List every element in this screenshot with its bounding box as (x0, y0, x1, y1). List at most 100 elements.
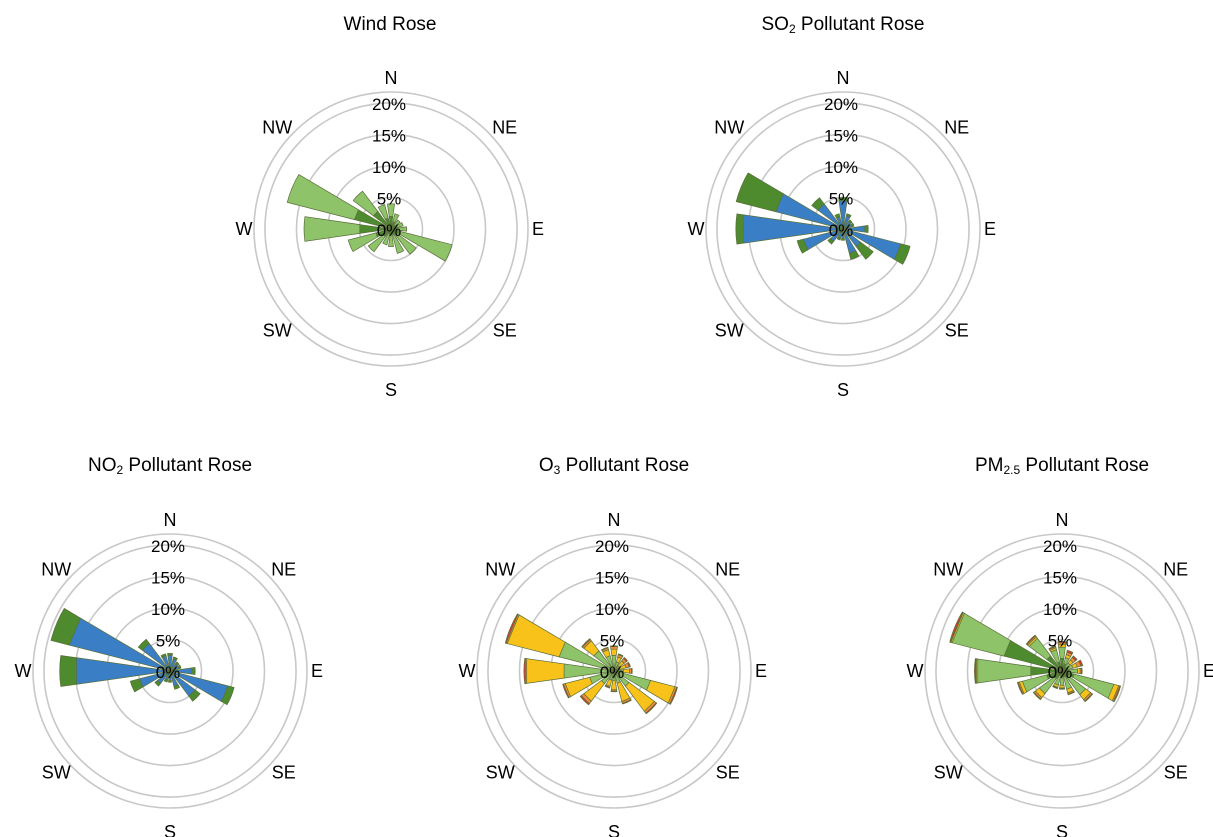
rose-bar-wnw-1 (286, 174, 359, 221)
rose-bar-sse-3 (621, 699, 632, 705)
rose-bar-ssw-1 (836, 236, 842, 241)
direction-label-se: SE (493, 320, 517, 340)
rose-bar-ese-1 (221, 685, 235, 706)
direction-label-sw: SW (715, 320, 744, 340)
rose-bar-w-4 (974, 658, 977, 684)
direction-label-sw: SW (42, 762, 71, 782)
r-tick-label: 0% (1048, 663, 1073, 682)
direction-label-nw: NW (41, 560, 71, 580)
rose-bar-sse-4 (1067, 691, 1075, 696)
rose-bar-ne-1 (175, 661, 180, 666)
rose-bar-ese-1 (398, 230, 453, 262)
rose-bar-n-4 (1057, 641, 1067, 644)
rose-bar-se-1 (395, 233, 417, 255)
rose-bar-sw-1 (827, 238, 834, 245)
direction-label-s: S (608, 822, 620, 837)
rose-bar-wsw-1 (796, 238, 809, 254)
rose-bar-ssw-1 (382, 232, 391, 246)
r-tick-label: 20% (151, 537, 185, 556)
grid-circle (924, 533, 1200, 809)
rose-bar-ese-3 (669, 686, 678, 705)
r-tick-label: 0% (600, 663, 625, 682)
rose-bar-wnw-1 (50, 607, 81, 646)
direction-label-n: N (837, 68, 850, 88)
rose-bar-wsw-3 (562, 683, 570, 699)
r-tick-label: 10% (1043, 600, 1077, 619)
rose-bar-w-1 (976, 658, 1032, 684)
rose-bar-w-1 (303, 216, 361, 242)
direction-label-s: S (837, 380, 849, 400)
r-tick-label: 20% (372, 95, 406, 114)
rose-bar-nne-1 (392, 213, 400, 223)
chart-title: NO2 Pollutant Rose (87, 455, 253, 477)
rose-bar-ne-1 (393, 219, 401, 227)
r-tick-label: 0% (156, 663, 181, 682)
rose-bar-nnw-3 (601, 646, 609, 651)
r-tick-label: 10% (151, 600, 185, 619)
rose-bar-n-3 (610, 645, 618, 648)
rose-bar-nw-1 (352, 190, 379, 217)
rose-bar-e-1 (396, 226, 408, 232)
chart-title: O3 Pollutant Rose (538, 455, 690, 477)
rose-bar-ene-1 (177, 664, 182, 670)
rose-bar-sse-1 (173, 684, 181, 690)
grid-circle (966, 575, 1158, 767)
rose-bar-nne-4 (1066, 649, 1074, 655)
direction-label-s: S (1056, 822, 1068, 837)
rose-bar-e-1 (864, 224, 869, 234)
rose-bar-ssw-1 (163, 678, 169, 683)
rose-bar-ese-4 (1113, 685, 1122, 703)
direction-label-e: E (755, 661, 767, 681)
direction-label-nw: NW (485, 560, 515, 580)
direction-label-w: W (236, 219, 253, 239)
rose-bar-wsw-4 (1016, 681, 1024, 695)
rose-bar-wsw-1 (129, 678, 144, 693)
chart-title: PM2.5 Pollutant Rose (974, 455, 1150, 477)
r-tick-label: 5% (600, 631, 625, 650)
rose-bar-ene-3 (627, 661, 631, 668)
rose-bar-sse-1 (848, 250, 860, 260)
direction-label-se: SE (716, 762, 740, 782)
r-tick-label: 15% (824, 126, 858, 145)
rose-bar-e-1 (191, 666, 196, 676)
direction-label-se: SE (272, 762, 296, 782)
direction-label-e: E (984, 219, 996, 239)
rose-bar-nnw-1 (834, 213, 841, 219)
rose-bar-e-3 (631, 667, 633, 675)
rose-bar-n-1 (167, 652, 173, 656)
r-tick-label: 0% (829, 221, 854, 240)
direction-label-ne: NE (271, 560, 296, 580)
rose-bar-se-1 (188, 689, 201, 702)
grid-circle (253, 91, 529, 367)
rose-bar-ne-1 (848, 219, 853, 224)
rose-bar-sw-1 (367, 234, 386, 253)
rose-bar-sw-3 (579, 695, 590, 706)
rose-bar-s-1 (840, 238, 846, 241)
rose-bar-s-4 (1058, 688, 1066, 690)
rose-bar-nnw-1 (377, 204, 389, 220)
rose-bar-se-3 (645, 702, 658, 715)
r-tick-label: 15% (151, 568, 185, 587)
rose-bar-ene-1 (850, 222, 855, 228)
rose-bar-nne-1 (845, 213, 852, 218)
r-tick-label: 0% (377, 221, 402, 240)
rose-bar-wnw-4 (949, 611, 964, 643)
rose-bar-ne-4 (1071, 655, 1078, 662)
rose-bar-sse-1 (392, 233, 405, 254)
direction-label-se: SE (1164, 762, 1188, 782)
rose-bar-ssw-4 (1052, 685, 1058, 690)
grid-circle (476, 533, 752, 809)
grid-circle (705, 91, 981, 367)
r-tick-label: 10% (372, 158, 406, 177)
rose-bar-nw-1 (137, 638, 150, 651)
rose-bar-nw-1 (811, 197, 825, 211)
rose-bar-wsw-1 (347, 232, 378, 252)
rose-bar-s-3 (610, 690, 618, 693)
